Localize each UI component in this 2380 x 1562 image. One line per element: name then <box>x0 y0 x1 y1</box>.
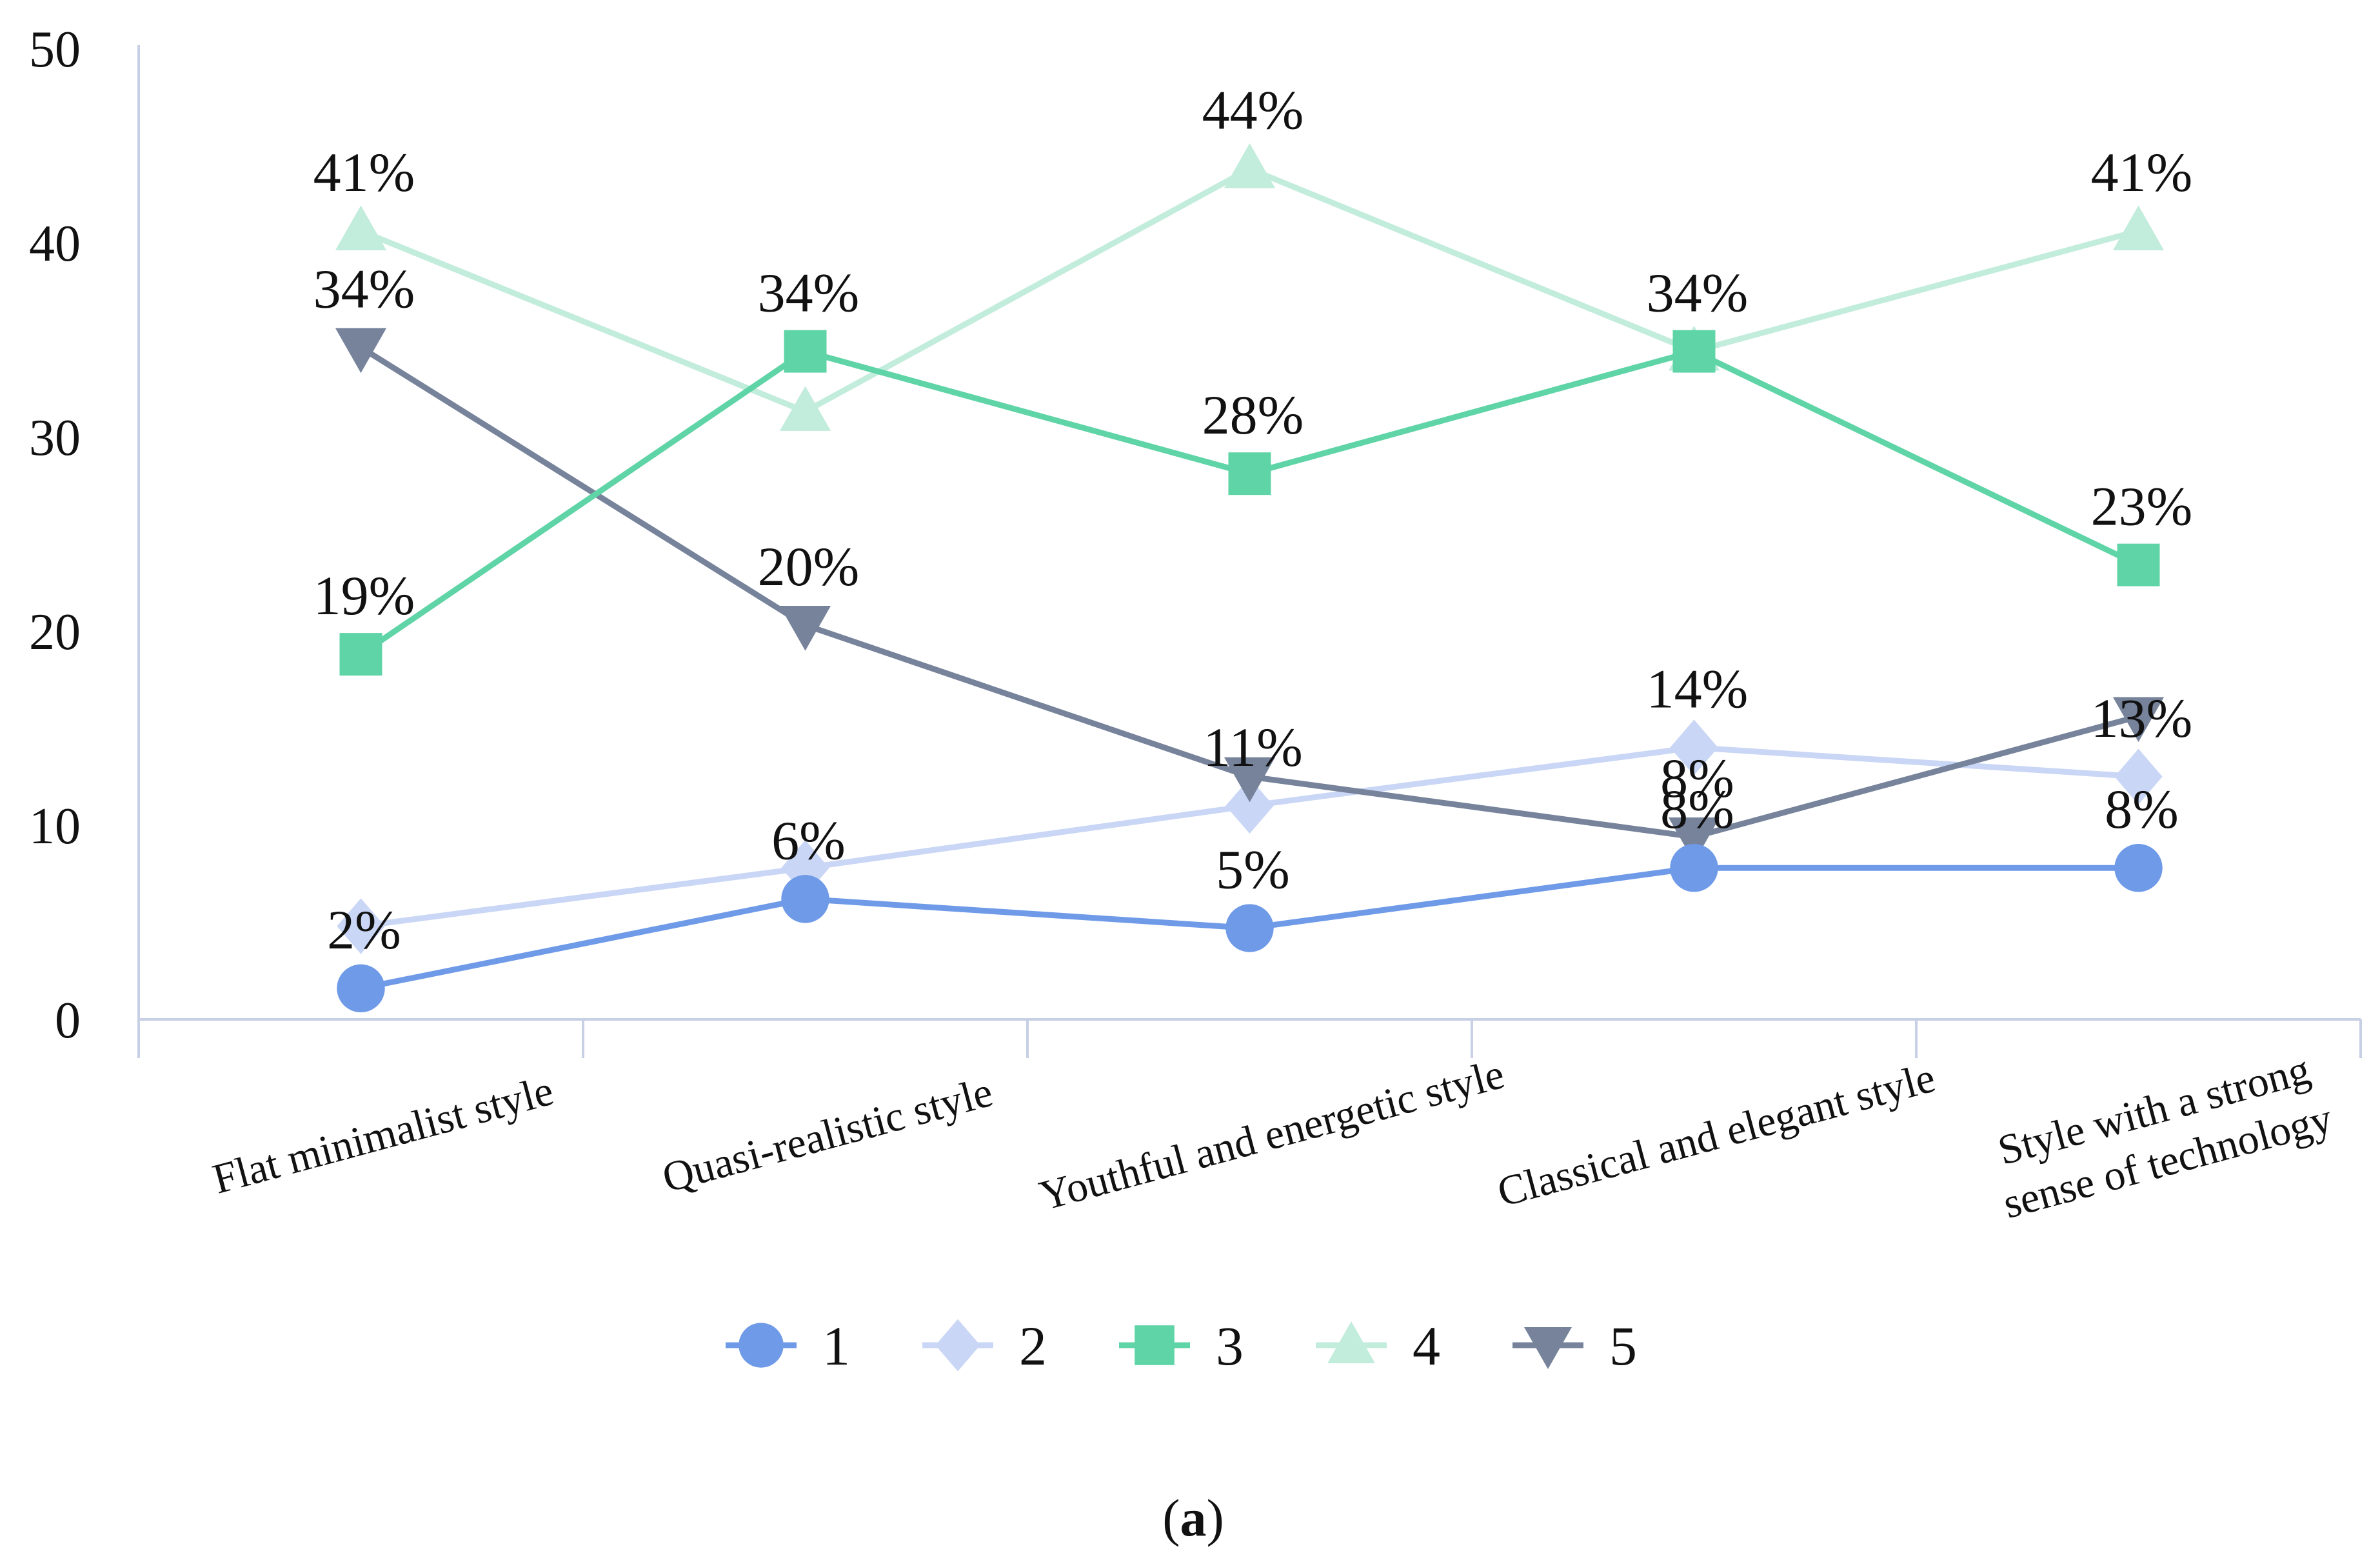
legend-item-4: 4 <box>1316 1315 1440 1377</box>
legend-label: 4 <box>1413 1315 1440 1377</box>
data-label: 11% <box>1203 716 1302 778</box>
legend-label: 2 <box>1019 1315 1047 1377</box>
data-label: 28% <box>1202 384 1304 446</box>
y-tick-label: 50 <box>29 21 81 78</box>
series-1-point <box>781 875 829 923</box>
legend-label: 1 <box>822 1315 850 1377</box>
series-2 <box>337 719 2163 954</box>
series-2-point <box>2114 748 2163 805</box>
x-category-label: Classical and elegant style <box>1492 1054 1939 1216</box>
data-label: 13% <box>2091 687 2193 749</box>
series-5-point <box>1224 757 1276 803</box>
legend-marker <box>739 1323 784 1368</box>
data-label: 8% <box>1660 747 1734 809</box>
figure-caption: (a) <box>1162 1488 1224 1547</box>
y-tick-label: 40 <box>29 215 81 272</box>
series-5 <box>335 328 2165 863</box>
data-label: 44% <box>1202 79 1304 141</box>
x-category-label: Style with a strongsense of technology <box>1985 1044 2337 1228</box>
y-tick-label: 0 <box>55 992 81 1049</box>
data-label: 5% <box>1216 839 1290 901</box>
legend-marker <box>1524 1327 1572 1369</box>
x-category-label: Youthful and energetic style <box>1035 1050 1509 1220</box>
data-label: 2% <box>327 899 401 961</box>
x-category-text: Style with a strongsense of technology <box>1985 1044 2337 1228</box>
legend-item-5: 5 <box>1512 1315 1637 1377</box>
data-label: 20% <box>758 536 860 597</box>
y-tick-label: 20 <box>29 604 81 661</box>
data-label: 23% <box>2091 476 2193 537</box>
series-3-point <box>1672 330 1716 373</box>
series-1-point <box>337 964 385 1013</box>
series-3-point <box>2117 543 2160 586</box>
legend-item-2: 2 <box>922 1315 1047 1377</box>
series-4 <box>335 143 2165 431</box>
legend: 1 2 3 4 5 <box>726 1315 1637 1377</box>
legend-item-1: 1 <box>726 1315 850 1377</box>
series-4-line <box>359 166 2139 415</box>
data-label: 19% <box>313 565 415 626</box>
x-category-text: Flat minimalist style <box>208 1067 558 1203</box>
series-2-point <box>1670 719 1718 776</box>
series-3-point <box>784 330 827 373</box>
legend-marker <box>1327 1321 1375 1363</box>
data-label: 8% <box>2105 778 2179 840</box>
series-1-point <box>1670 844 1718 892</box>
legend-marker <box>935 1319 980 1372</box>
x-category-text: Youthful and energetic style <box>1035 1050 1509 1220</box>
series-5-point <box>335 328 387 374</box>
data-label: 34% <box>313 258 415 320</box>
series-4-point <box>335 205 387 250</box>
series-1-point <box>2114 844 2163 892</box>
series-3 <box>339 330 2160 676</box>
data-label: 8% <box>1660 778 1734 840</box>
series-2-point <box>1225 777 1274 834</box>
series-4-point <box>2112 205 2165 250</box>
data-label: 34% <box>758 262 860 324</box>
x-category-text: Classical and elegant style <box>1492 1054 1939 1216</box>
series-3-point <box>339 633 382 676</box>
data-label: 41% <box>2091 141 2193 203</box>
series-4-point <box>1224 143 1276 188</box>
series-2-point <box>781 840 829 896</box>
legend-item-3: 3 <box>1119 1315 1244 1377</box>
series-5-point <box>2112 697 2165 743</box>
series-4-point <box>779 386 831 431</box>
series-3-point <box>1228 452 1271 496</box>
legend-marker <box>1135 1325 1175 1365</box>
data-label: 6% <box>771 809 846 871</box>
legend-label: 5 <box>1609 1315 1637 1377</box>
x-category-text: Quasi-realistic style <box>657 1068 997 1202</box>
data-label: 41% <box>313 141 415 203</box>
data-labels-layer: 2%6% 5%8% 8%11%14% 13%19%34%28%34%23%41%44%… <box>313 79 2193 961</box>
x-category-label: Flat minimalist style <box>208 1067 558 1203</box>
series-1 <box>337 844 2163 1013</box>
legend-label: 3 <box>1216 1315 1244 1377</box>
series-1-point <box>1225 904 1274 952</box>
series-5-point <box>1668 817 1720 863</box>
data-label: 34% <box>1647 262 1749 324</box>
data-label: 14% <box>1647 658 1749 720</box>
x-category-label: Quasi-realistic style <box>657 1068 997 1202</box>
y-tick-label: 30 <box>29 410 81 466</box>
series-5-point <box>779 605 831 651</box>
y-tick-label: 10 <box>29 798 81 855</box>
series-2-point <box>337 898 385 954</box>
series-layer <box>335 143 2165 1013</box>
